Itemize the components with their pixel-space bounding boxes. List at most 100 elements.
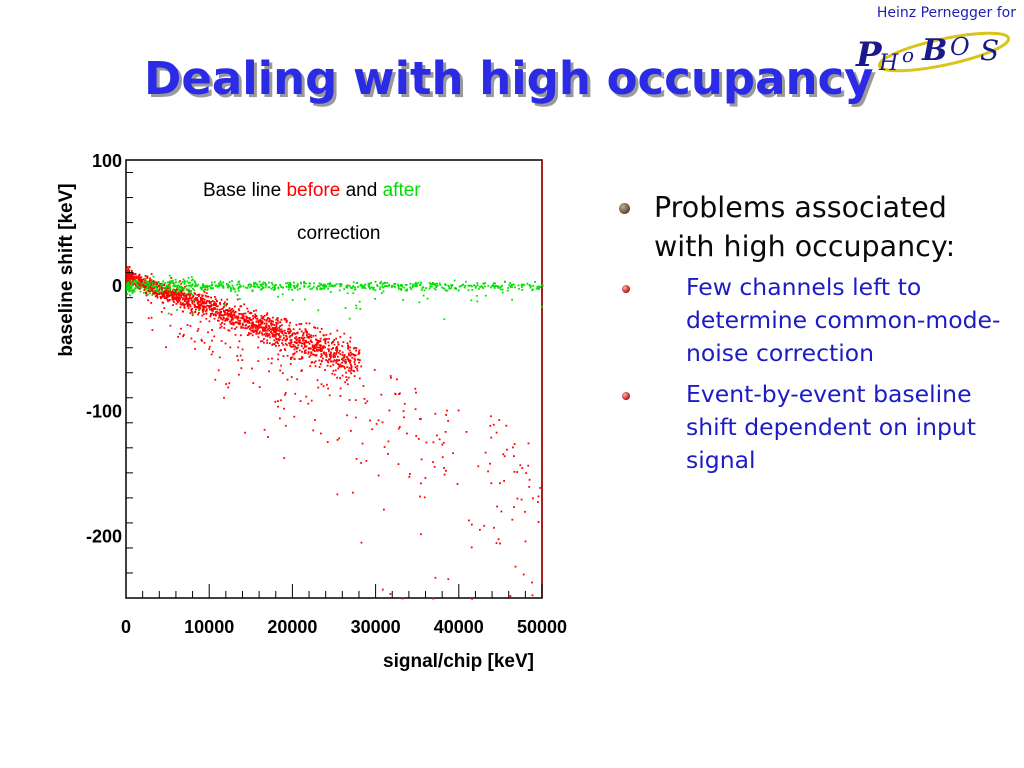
data-point [221, 318, 224, 321]
data-point [342, 341, 345, 343]
data-point [238, 283, 241, 285]
data-point [301, 350, 303, 353]
data-point [201, 294, 204, 297]
data-point [347, 344, 349, 347]
data-point [219, 313, 222, 316]
data-point [271, 357, 273, 360]
data-point [193, 306, 196, 308]
data-point [263, 327, 266, 329]
data-point [360, 284, 363, 286]
data-point [235, 321, 238, 324]
data-point [236, 298, 239, 301]
svg-text:B: B [921, 33, 947, 68]
data-point [216, 310, 218, 313]
data-point [250, 285, 253, 287]
data-point [308, 342, 311, 345]
data-point [419, 284, 421, 286]
data-point [516, 471, 519, 473]
data-point [268, 327, 271, 329]
data-point [406, 289, 408, 292]
data-point [420, 458, 423, 461]
data-point [317, 346, 320, 349]
data-point [172, 299, 175, 302]
data-point [250, 312, 253, 315]
data-point [238, 309, 241, 312]
data-point [215, 303, 217, 306]
data-point [224, 342, 227, 345]
data-point [353, 361, 356, 363]
data-point [253, 330, 256, 333]
data-point [156, 296, 159, 299]
data-point [170, 277, 173, 279]
data-point [377, 474, 380, 477]
data-point [263, 322, 266, 325]
data-point [258, 325, 260, 327]
data-point [316, 341, 319, 344]
data-point [309, 347, 312, 350]
data-point [135, 277, 138, 280]
data-point [296, 284, 299, 287]
data-point [273, 324, 276, 326]
data-point [261, 285, 264, 288]
data-point [347, 347, 349, 350]
data-point [133, 275, 136, 278]
data-point [394, 286, 397, 288]
data-point [420, 533, 422, 536]
data-point [368, 286, 370, 288]
data-point [539, 286, 541, 289]
data-point [239, 313, 241, 315]
data-point [307, 335, 309, 338]
data-point [284, 392, 287, 394]
data-point [350, 351, 352, 354]
sub-bullet: Few channels left to determine common-mo… [622, 271, 1016, 370]
data-point [244, 327, 246, 329]
data-point [190, 299, 193, 302]
data-point [272, 334, 275, 336]
data-point [341, 365, 344, 367]
data-point [168, 274, 171, 277]
data-point [152, 289, 155, 292]
data-point [168, 289, 171, 292]
data-point [222, 306, 225, 308]
data-point [490, 482, 493, 485]
data-point [250, 327, 252, 329]
data-point [381, 292, 383, 294]
data-point [320, 283, 322, 286]
data-point [260, 283, 263, 286]
data-point [300, 282, 302, 285]
data-point [238, 280, 241, 283]
data-point [528, 284, 531, 286]
data-point [285, 282, 287, 285]
data-point [405, 284, 408, 286]
data-point [156, 284, 159, 287]
data-point [345, 286, 348, 289]
data-point [274, 400, 277, 403]
data-point [225, 383, 227, 385]
data-point [350, 367, 353, 370]
data-point [286, 354, 289, 357]
data-point [267, 334, 270, 337]
data-point [200, 338, 203, 341]
data-point [133, 279, 136, 282]
data-point [182, 335, 184, 338]
data-point [399, 284, 402, 287]
data-point [172, 304, 174, 306]
data-point [458, 285, 461, 288]
data-point [208, 285, 211, 288]
data-point [189, 284, 192, 287]
data-point [260, 319, 263, 322]
data-point [228, 307, 231, 309]
data-point [217, 319, 219, 322]
data-point [270, 287, 273, 290]
data-point [380, 393, 383, 396]
data-point [171, 293, 174, 296]
data-point [225, 313, 228, 316]
data-point [284, 332, 286, 334]
data-point [381, 285, 384, 288]
data-point [176, 292, 179, 295]
data-point [289, 282, 291, 284]
data-point [286, 378, 289, 381]
data-point [358, 377, 361, 380]
data-point [298, 337, 301, 339]
data-point [318, 349, 320, 351]
